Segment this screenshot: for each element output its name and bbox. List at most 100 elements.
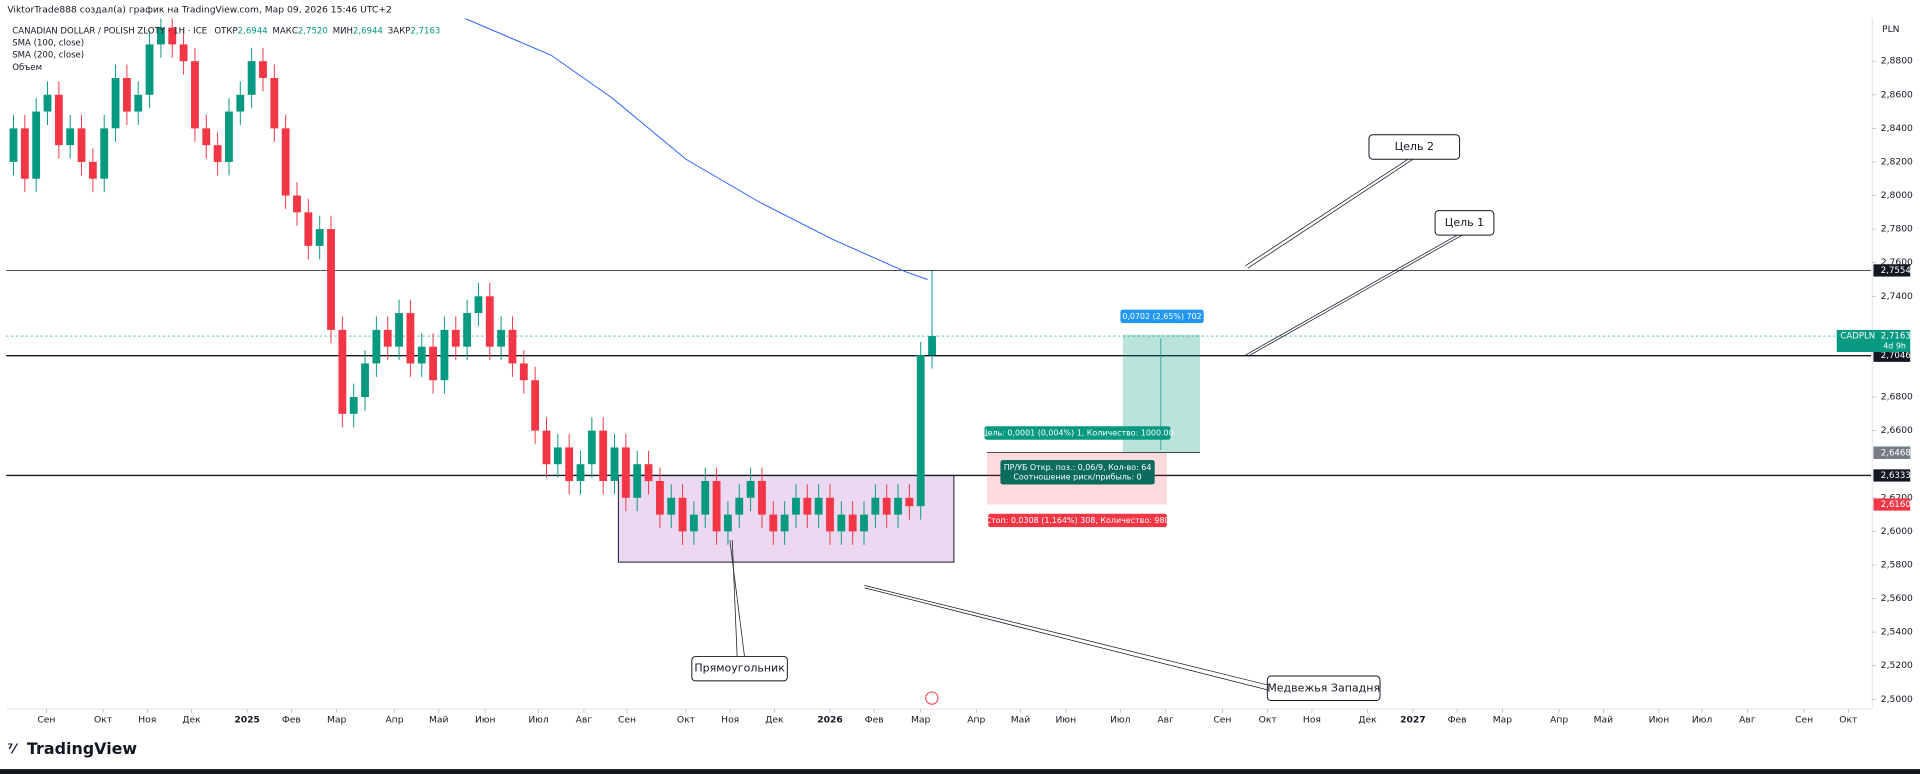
pnl-bg — [1000, 459, 1155, 485]
y-tick-label: 2,6200 — [1881, 492, 1913, 503]
x-tick-label: Фев — [1448, 715, 1467, 726]
candle-body — [338, 329, 347, 414]
annotation: Прямоугольник — [694, 662, 785, 675]
candle-body — [43, 94, 52, 112]
brand: TradingView — [27, 739, 137, 758]
candle-body — [667, 497, 676, 515]
candle-body — [928, 336, 936, 356]
y-tick-label: 2,7800 — [1881, 224, 1913, 235]
x-tick-label: Мар — [327, 715, 347, 726]
candle-body — [553, 447, 562, 465]
candle-body — [145, 44, 154, 95]
candle-body — [633, 464, 642, 498]
y-tick-label: 2,6800 — [1881, 392, 1913, 403]
candle-body — [837, 514, 846, 532]
stop-label-bg — [988, 513, 1167, 528]
candle-body — [156, 27, 165, 45]
candle-body — [191, 61, 199, 129]
candle-body — [644, 464, 653, 482]
y-tick-label: 2,8600 — [1881, 89, 1913, 100]
candle-body — [610, 447, 619, 482]
y-tick-label: 2,8800 — [1881, 56, 1913, 67]
price-label: 2,6333 — [1881, 471, 1911, 481]
x-tick-label: Мар — [1493, 715, 1513, 726]
callout-line — [1245, 234, 1458, 356]
x-tick-label: Авг — [1739, 715, 1756, 726]
candle-body — [792, 497, 800, 515]
price-label-bg — [1873, 264, 1911, 277]
candle-body — [712, 481, 721, 532]
x-tick-label: Окт — [677, 715, 696, 726]
x-tick-label: Июн — [1056, 715, 1077, 726]
target-label-bg — [1120, 309, 1204, 324]
x-tick-label: Май — [1011, 715, 1031, 726]
candle-body — [814, 497, 823, 515]
callout-line — [731, 540, 738, 657]
candle-body — [451, 329, 460, 347]
candle-body — [565, 447, 574, 482]
indicator: Объем — [12, 63, 42, 73]
candle-body — [542, 430, 551, 465]
candle-body — [32, 111, 41, 179]
callout-box — [1266, 675, 1381, 702]
candle-body — [871, 497, 880, 515]
candle-body — [417, 346, 426, 364]
candle-body — [66, 128, 75, 146]
stop-label: Стоп: 0,0308 (1,164%) 308, Количество: 9… — [986, 516, 1170, 525]
x-tick-label: 2026 — [817, 715, 843, 726]
candle-body — [361, 363, 369, 398]
candle-body — [349, 397, 358, 414]
candle-body — [111, 77, 120, 129]
candle-body — [780, 514, 789, 532]
candle-body — [259, 61, 267, 78]
candle-body — [576, 464, 585, 482]
symbol-name: CANADIAN DOLLAR / POLISH ZLOTY · 1Н · IC… — [12, 26, 207, 36]
ohlc-label: МАКС — [273, 26, 298, 36]
sma-line — [464, 18, 928, 280]
candle-body — [270, 77, 279, 129]
candle-body — [599, 430, 608, 482]
candle-body — [236, 94, 245, 112]
candle-body — [758, 481, 766, 515]
candle-body — [202, 128, 211, 146]
x-tick-label: Фев — [282, 715, 301, 726]
x-tick-label: Май — [429, 715, 449, 726]
candle-body — [122, 77, 131, 112]
x-tick-label: Авг — [1157, 715, 1174, 726]
callout — [729, 158, 1463, 692]
ohlc-value: 2,6944 — [353, 26, 383, 36]
ohlc-value: 2,6944 — [238, 26, 268, 36]
event-icon[interactable] — [925, 691, 939, 705]
candle-body — [497, 329, 506, 347]
x-tick-label: Дек — [1358, 715, 1377, 726]
symbol: CANADIAN DOLLAR / POLISH ZLOTY · 1Н · IC… — [12, 26, 440, 36]
x-tick-label: 2027 — [1400, 715, 1426, 726]
candle-body — [88, 161, 97, 179]
x-tick-label: Ноя — [721, 715, 739, 726]
last-price-name: CADPLN — [1840, 332, 1875, 342]
y-tick-label: 2,7600 — [1881, 257, 1913, 268]
y-tick-label: 2,5800 — [1881, 559, 1913, 570]
annotation: Медвежья Западня — [1267, 681, 1380, 694]
candle-body — [678, 497, 687, 532]
candle-body — [100, 128, 109, 179]
candle-body — [769, 514, 778, 532]
callout-box — [691, 655, 788, 682]
price-label-bg — [1873, 349, 1911, 362]
x-tick-label: Июл — [1110, 715, 1131, 726]
x-tick-label: Апр — [1550, 715, 1568, 726]
candle-body — [9, 128, 18, 162]
x-tick-label: Июл — [528, 715, 549, 726]
candle-body — [905, 497, 914, 507]
y-tick-label: 2,6000 — [1881, 526, 1913, 537]
candle-body — [508, 329, 517, 364]
x-tick-label: Июн — [475, 715, 496, 726]
y-tick-label: 2,5600 — [1881, 593, 1913, 604]
unit: PLN — [1882, 24, 1900, 35]
candle-body — [587, 430, 596, 465]
candle-body — [485, 296, 494, 347]
candle-body — [383, 329, 392, 347]
ratio-label: Соотношение риск/прибыль: 0 — [1013, 473, 1141, 482]
